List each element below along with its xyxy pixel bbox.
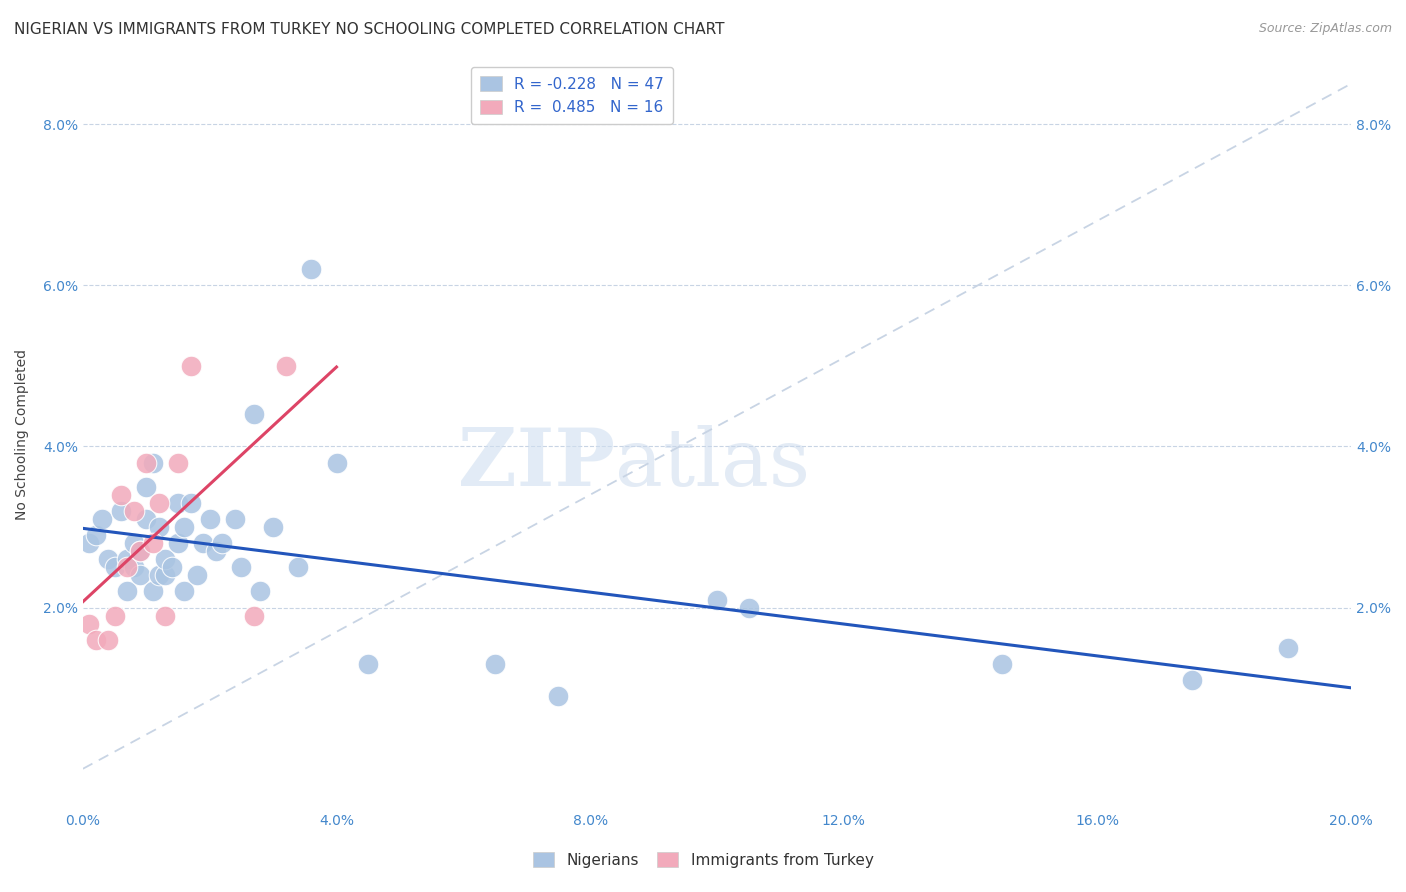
Point bbox=[167, 536, 190, 550]
Point bbox=[148, 520, 170, 534]
Point bbox=[299, 262, 322, 277]
Point bbox=[180, 359, 202, 373]
Point bbox=[77, 536, 100, 550]
Point bbox=[142, 584, 165, 599]
Point bbox=[77, 616, 100, 631]
Point bbox=[211, 536, 233, 550]
Point bbox=[84, 632, 107, 647]
Point bbox=[180, 496, 202, 510]
Point bbox=[357, 657, 380, 671]
Point bbox=[155, 568, 177, 582]
Point bbox=[1181, 673, 1204, 687]
Point bbox=[122, 504, 145, 518]
Point bbox=[243, 608, 266, 623]
Point bbox=[243, 407, 266, 421]
Point bbox=[325, 456, 347, 470]
Text: ZIP: ZIP bbox=[458, 425, 616, 503]
Point bbox=[173, 584, 195, 599]
Point bbox=[991, 657, 1014, 671]
Point bbox=[97, 632, 120, 647]
Point bbox=[231, 560, 253, 574]
Text: atlas: atlas bbox=[616, 425, 811, 503]
Point bbox=[103, 608, 125, 623]
Point bbox=[167, 456, 190, 470]
Text: Source: ZipAtlas.com: Source: ZipAtlas.com bbox=[1258, 22, 1392, 36]
Point bbox=[1277, 640, 1299, 655]
Point bbox=[484, 657, 506, 671]
Point bbox=[155, 608, 177, 623]
Point bbox=[135, 512, 157, 526]
Point bbox=[737, 600, 759, 615]
Legend: R = -0.228   N = 47, R =  0.485   N = 16: R = -0.228 N = 47, R = 0.485 N = 16 bbox=[471, 67, 672, 124]
Point bbox=[117, 560, 139, 574]
Point bbox=[122, 560, 145, 574]
Point bbox=[135, 480, 157, 494]
Text: NIGERIAN VS IMMIGRANTS FROM TURKEY NO SCHOOLING COMPLETED CORRELATION CHART: NIGERIAN VS IMMIGRANTS FROM TURKEY NO SC… bbox=[14, 22, 724, 37]
Point bbox=[129, 544, 152, 558]
Point bbox=[547, 690, 569, 704]
Point bbox=[110, 504, 132, 518]
Legend: Nigerians, Immigrants from Turkey: Nigerians, Immigrants from Turkey bbox=[524, 845, 882, 875]
Point bbox=[262, 520, 284, 534]
Point bbox=[186, 568, 208, 582]
Point bbox=[110, 488, 132, 502]
Point bbox=[142, 536, 165, 550]
Point bbox=[706, 592, 728, 607]
Point bbox=[193, 536, 215, 550]
Point bbox=[155, 552, 177, 566]
Point bbox=[205, 544, 228, 558]
Point bbox=[148, 496, 170, 510]
Point bbox=[287, 560, 309, 574]
Point bbox=[148, 568, 170, 582]
Point bbox=[90, 512, 112, 526]
Point bbox=[274, 359, 297, 373]
Point bbox=[129, 568, 152, 582]
Y-axis label: No Schooling Completed: No Schooling Completed bbox=[15, 349, 30, 520]
Point bbox=[122, 536, 145, 550]
Point bbox=[103, 560, 125, 574]
Point bbox=[135, 456, 157, 470]
Point bbox=[97, 552, 120, 566]
Point bbox=[224, 512, 246, 526]
Point bbox=[198, 512, 221, 526]
Point bbox=[173, 520, 195, 534]
Point bbox=[129, 544, 152, 558]
Point bbox=[117, 552, 139, 566]
Point bbox=[167, 496, 190, 510]
Point bbox=[84, 528, 107, 542]
Point bbox=[142, 456, 165, 470]
Point bbox=[160, 560, 183, 574]
Point bbox=[117, 584, 139, 599]
Point bbox=[249, 584, 271, 599]
